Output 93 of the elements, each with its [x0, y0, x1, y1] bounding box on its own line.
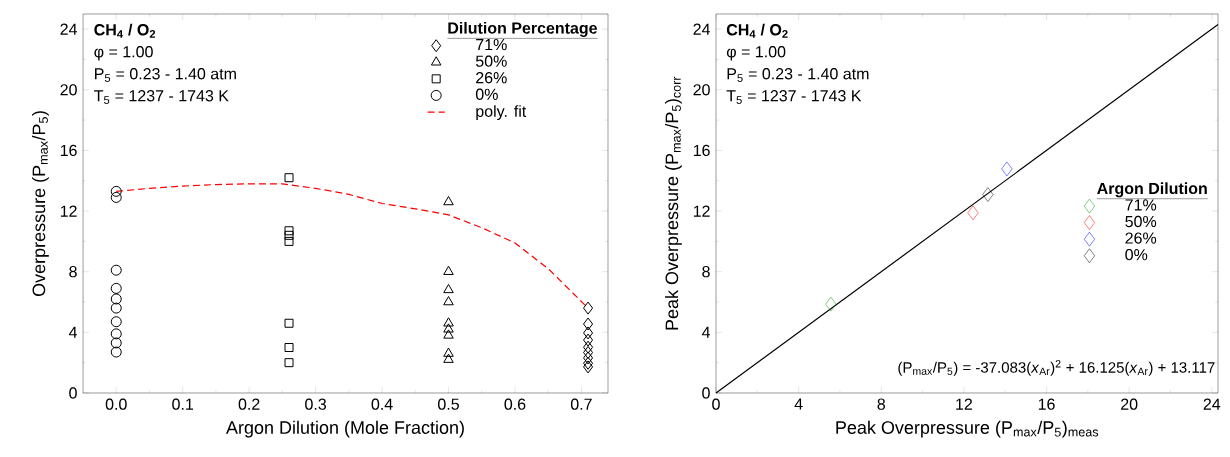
point: [284, 226, 294, 236]
point: [443, 283, 454, 294]
point: [583, 360, 594, 374]
x-tick-label: 0.6: [504, 398, 526, 410]
point: [110, 191, 122, 203]
x-tick-label: 4: [794, 398, 803, 410]
y-tick-label: 0: [69, 387, 77, 399]
point: [284, 343, 294, 353]
point: [284, 318, 294, 328]
point: [110, 185, 122, 197]
y-tick-label: 4: [68, 326, 78, 338]
point: [583, 340, 594, 354]
legend-label: 0%: [475, 88, 498, 100]
point: [443, 353, 454, 363]
point: [583, 333, 594, 347]
legend-label: 71%: [1125, 199, 1157, 211]
point: [284, 358, 294, 368]
y-tick-label: 8: [69, 266, 77, 278]
point: [110, 316, 122, 328]
point: [443, 317, 454, 327]
x-axis-title: Argon Dilution (Mole Fraction): [226, 420, 464, 438]
point: [583, 356, 594, 370]
annotation: T$_{5}$ = 1237 - 1743 K: [726, 90, 862, 104]
point: [443, 323, 454, 333]
y-tick-label: 24: [60, 23, 78, 35]
annotation: P$_{5}$ = 0.23 - 1.40 atm: [727, 68, 869, 82]
point: [110, 264, 122, 276]
point: [443, 329, 454, 339]
x-tick-label: 0.7: [570, 398, 592, 410]
legend-title: Argon Dilution: [1097, 182, 1207, 198]
point: [443, 347, 454, 357]
y-tick-label: 20: [693, 84, 710, 96]
y-tick-label: 12: [693, 205, 710, 217]
x-tick-label: 0.3: [305, 398, 327, 410]
point: [583, 317, 594, 331]
text: (P$_{max}$/P$_{5}$) = -37.083(x$_{Ar}$)$^{2}$ + 16.125(x$_{Ar}$) + 13.117: [898, 360, 1215, 376]
legend-label: 50%: [1125, 215, 1157, 228]
legend-label: 71%: [476, 38, 507, 51]
x-tick-label: 20: [1121, 398, 1138, 410]
y-tick-label: 20: [60, 84, 77, 96]
point: [982, 187, 994, 202]
y-tick-label: 16: [693, 144, 710, 157]
legend-label: 0%: [1125, 248, 1148, 261]
line-series: [115, 183, 589, 309]
y-tick-label: 16: [60, 144, 77, 157]
annotation: CH$_{4}$ / O$_{2}$: [726, 23, 788, 38]
point: [443, 296, 454, 306]
annotation: CH$_{4}$ / O$_{2}$: [94, 23, 156, 38]
annotation: T$_{5}$ = 1237 - 1743 K: [94, 90, 229, 104]
y-tick-label: 8: [702, 266, 710, 278]
x-tick-label: 8: [877, 398, 886, 410]
x-tick-label: 16: [1038, 398, 1055, 410]
point: [110, 337, 122, 349]
x-tick-label: 0: [712, 398, 720, 410]
y-tick-label: 0: [702, 387, 710, 399]
legend-label: 26%: [476, 72, 507, 84]
y-tick-label: 12: [60, 205, 77, 217]
legend-label: poly. fit: [476, 105, 527, 121]
x-tick-label: 0.2: [238, 398, 260, 410]
point: [284, 173, 294, 183]
point: [583, 346, 594, 360]
point: [583, 351, 594, 365]
x-axis-title: Peak Overpressure (P$_{max}$/P$_{5}$)$_{meas}$: [836, 420, 1099, 438]
point: [110, 282, 122, 294]
point: [443, 265, 454, 275]
annotation: P$_{5}$ = 0.23 - 1.40 atm: [95, 68, 236, 82]
legend-title: Dilution Percentage: [448, 21, 597, 37]
point: [967, 205, 979, 221]
point: [443, 195, 454, 206]
y-axis-title: Overpressure (P$_{max}$/P$_{5}$): [32, 111, 49, 297]
x-tick-label: 0.5: [438, 398, 459, 410]
point: [825, 296, 837, 312]
point: [284, 230, 294, 240]
point: [110, 328, 122, 340]
point: [110, 302, 122, 314]
legend-label: 50%: [475, 55, 507, 67]
point: [1001, 161, 1013, 177]
annotation: φ = 1.00: [94, 46, 153, 61]
x-tick-label: 0.4: [371, 398, 393, 410]
legend-label: 26%: [1125, 232, 1157, 244]
x-tick-label: 12: [956, 398, 972, 410]
y-tick-label: 4: [701, 326, 710, 338]
point: [583, 301, 594, 315]
annotation: φ = 1.00: [726, 46, 786, 61]
y-tick-label: 24: [693, 23, 710, 35]
x-tick-label: 0.1: [172, 398, 194, 410]
point: [583, 326, 594, 340]
point: [284, 236, 294, 246]
point: [110, 293, 122, 305]
x-tick-label: 24: [1203, 398, 1221, 410]
x-tick-label: 0.0: [105, 398, 127, 410]
y-axis-title: Peak Overpressure (P$_{max}$/P$_{5}$)$_{corr}$: [665, 76, 682, 330]
point: [110, 346, 122, 358]
